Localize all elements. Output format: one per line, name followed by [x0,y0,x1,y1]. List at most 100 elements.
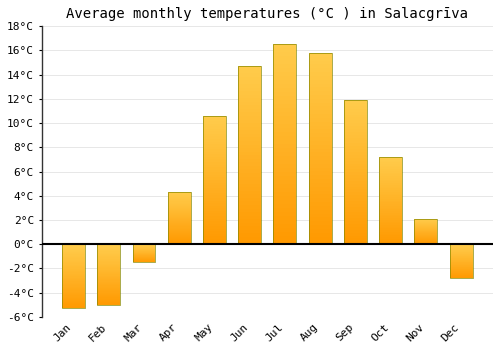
Bar [414,225,438,226]
Bar [132,260,156,261]
Bar [379,211,402,213]
Bar [308,88,332,91]
Bar [62,276,85,278]
Bar [414,224,438,225]
Bar [98,253,120,254]
Bar [308,214,332,217]
Bar [379,161,402,162]
Bar [344,103,367,106]
Bar [274,200,296,204]
Bar [168,207,190,208]
Bar [98,268,120,270]
Bar [238,66,261,70]
Bar [203,234,226,237]
Bar [62,252,85,253]
Bar [203,134,226,136]
Bar [238,173,261,176]
Bar [308,76,332,80]
Bar [414,231,438,232]
Bar [98,277,120,278]
Bar [344,109,367,112]
Bar [344,238,367,241]
Bar [98,296,120,297]
Bar [344,236,367,238]
Bar [344,181,367,184]
Bar [168,235,190,236]
Bar [98,273,120,274]
Bar [168,193,190,194]
Bar [168,234,190,235]
Bar [238,194,261,198]
Bar [168,239,190,240]
Bar [308,61,332,64]
Bar [308,240,332,244]
Bar [238,123,261,127]
Bar [379,220,402,222]
Bar [344,169,367,172]
Bar [450,274,472,275]
Bar [344,135,367,138]
Bar [379,202,402,204]
Bar [238,95,261,98]
Bar [132,258,156,259]
Bar [98,287,120,288]
Bar [62,268,85,270]
Bar [203,203,226,206]
Bar [274,72,296,76]
Bar [274,144,296,148]
Bar [62,245,85,247]
Bar [98,272,120,273]
Bar [308,187,332,191]
Bar [274,80,296,84]
Bar [379,230,402,232]
Bar [238,233,261,237]
Bar [132,244,156,245]
Bar [379,194,402,195]
Bar [168,196,190,197]
Bar [203,170,226,172]
Bar [238,70,261,74]
Bar [414,234,438,235]
Bar [98,259,120,260]
Bar [238,223,261,226]
Bar [132,255,156,256]
Bar [168,225,190,226]
Bar [238,102,261,105]
Bar [308,103,332,106]
Bar [308,175,332,179]
Bar [132,254,156,255]
Bar [274,68,296,72]
Bar [450,259,472,260]
Bar [344,158,367,161]
Bar [168,220,190,221]
Bar [274,100,296,104]
Bar [379,167,402,169]
Bar [450,273,472,274]
Bar [344,175,367,178]
Bar [62,251,85,252]
Bar [274,44,296,48]
Bar [98,265,120,266]
Bar [238,162,261,166]
Bar [98,279,120,280]
Bar [274,212,296,216]
Bar [414,222,438,223]
Bar [98,255,120,256]
Bar [344,161,367,163]
Bar [62,244,85,245]
Bar [379,227,402,229]
Bar [238,84,261,88]
Bar [308,237,332,240]
Bar [62,288,85,289]
Bar [203,177,226,180]
Bar [168,201,190,202]
Bar [344,144,367,146]
Bar [238,80,261,84]
Bar [203,172,226,175]
Bar [274,44,296,244]
Bar [414,230,438,231]
Bar [203,149,226,152]
Bar [450,264,472,265]
Bar [450,251,472,252]
Bar [274,192,296,196]
